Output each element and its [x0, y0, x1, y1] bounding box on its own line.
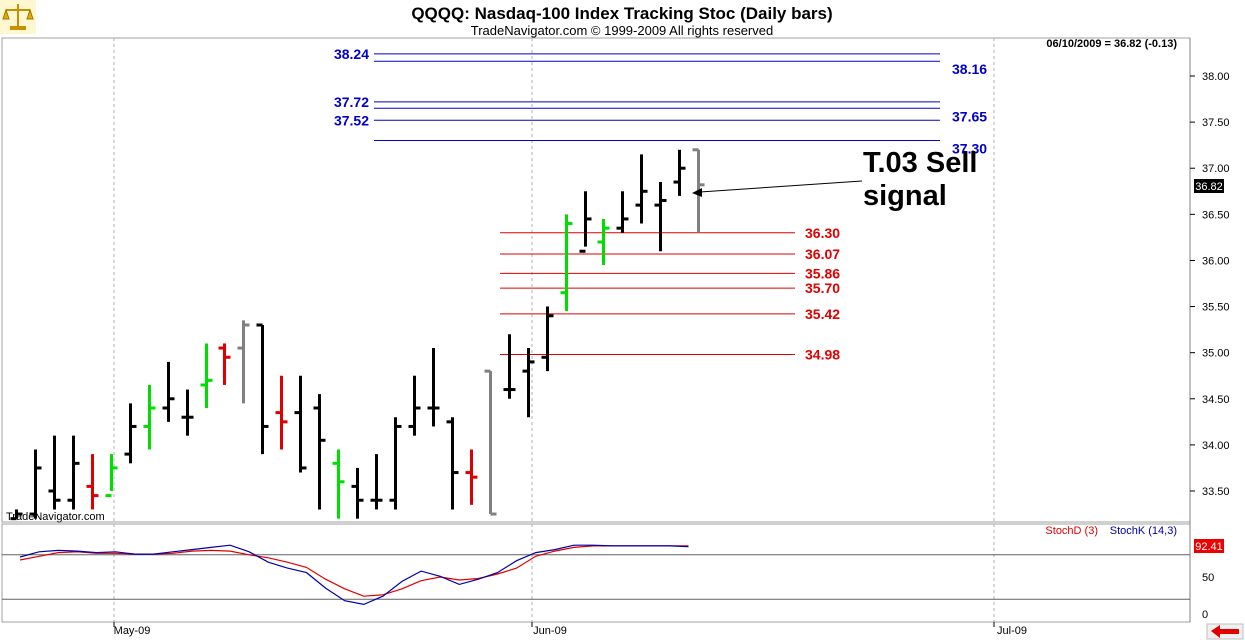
y-tick-label: 37.50: [1202, 117, 1230, 129]
resistance-label: 37.30: [952, 141, 987, 157]
last-price-label: 36.82: [1195, 181, 1223, 193]
ohlc-bar: [294, 375, 307, 473]
ohlc-bar: [256, 323, 269, 455]
ohlc-bar: [86, 454, 99, 510]
ohlc-bar: [408, 375, 421, 436]
stoch-tick-label: 50: [1202, 572, 1214, 584]
ohlc-bar: [503, 334, 516, 399]
legend-stochd: StochD (3): [1045, 525, 1098, 537]
ohlc-bar: [427, 348, 440, 427]
x-tick-label: Jul-09: [997, 625, 1027, 637]
ohlc-bar: [673, 149, 686, 196]
ohlc-bar: [560, 214, 573, 312]
ohlc-bar: [541, 306, 554, 372]
vertical-gridlines: [113, 38, 995, 622]
ohlc-bar: [124, 403, 137, 464]
support-label: 36.30: [805, 225, 840, 241]
copyright-text: TradeNavigator.com © 1999-2009 All right…: [471, 23, 773, 38]
ohlc-bar: [616, 191, 629, 233]
y-tick-label: 37.00: [1202, 163, 1230, 175]
ohlc-bar: [48, 435, 61, 510]
y-tick-label: 35.50: [1202, 302, 1230, 314]
ohlc-bar: [218, 343, 231, 385]
resistance-label: 37.72: [334, 94, 369, 110]
stoch-y-axis: 0 50: [2, 554, 1214, 621]
stoch-panel: [1, 523, 1191, 623]
sell-signal-annotation: T.03 Sell: [863, 147, 977, 179]
support-label: 35.42: [805, 306, 840, 322]
ohlc-bar: [275, 375, 288, 450]
price-y-axis: 33.50 34.00 34.50 35.00 35.50 36.00 36.50 37.00…: [1190, 71, 1230, 498]
ohlc-bar: [332, 449, 345, 519]
resistance-label: 37.52: [334, 112, 369, 128]
last-quote: 06/10/2009 = 36.82 (-0.13): [1046, 38, 1177, 50]
stochk-line: [19, 544, 689, 606]
resistance-label: 38.16: [952, 61, 987, 77]
stoch-tick-label: 0: [1202, 609, 1208, 621]
ohlc-bar: [484, 369, 497, 516]
support-resistance-levels: 38.24 38.16 37.72 37.65 37.52 37.30 36.30 36.07…: [334, 46, 987, 363]
ohlc-bar: [389, 417, 402, 510]
support-label: 34.98: [805, 347, 840, 363]
red-left-arrow-icon[interactable]: [1206, 623, 1244, 640]
annotation-arrow: [699, 180, 863, 193]
stochastic-lines: [19, 544, 689, 606]
watermark: TradeNavigator.com: [6, 511, 105, 523]
resistance-label: 37.65: [952, 108, 987, 124]
ohlc-bar: [10, 509, 23, 521]
price-panel: [1, 37, 1191, 523]
legend-stochk: StochK (14,3): [1110, 525, 1177, 537]
resistance-label: 38.24: [334, 46, 369, 62]
ohlc-bars: [10, 148, 705, 521]
last-price-box: [1194, 179, 1224, 193]
y-tick-label: 38.00: [1202, 71, 1230, 83]
ohlc-bar: [67, 435, 80, 510]
stoch-value-label: 92.41: [1195, 541, 1223, 553]
chart-title: QQQQ: Nasdaq-100 Index Tracking Stoc (Da…: [411, 4, 832, 23]
ohlc-bar: [105, 454, 118, 498]
x-tick-label: May-09: [114, 625, 151, 637]
ohlc-bar: [351, 467, 364, 519]
ohlc-bar: [29, 449, 42, 519]
ohlc-bar: [200, 343, 213, 408]
ohlc-bar: [181, 389, 194, 436]
arrow-head-icon: [692, 188, 702, 197]
ohlc-bar: [237, 320, 250, 404]
y-tick-label: 33.50: [1202, 486, 1230, 498]
support-label: 35.70: [805, 280, 840, 296]
stoch-value-box: [1194, 539, 1224, 553]
ohlc-bar: [597, 218, 610, 266]
ohlc-bar: [313, 394, 326, 510]
sell-signal-annotation-line2: signal: [863, 180, 947, 212]
y-tick-label: 34.00: [1202, 440, 1230, 452]
y-tick-label: 36.00: [1202, 255, 1230, 267]
support-label: 35.86: [805, 265, 840, 281]
ohlc-bar: [579, 191, 592, 253]
scales-logo-icon: [0, 0, 36, 34]
y-tick-label: 34.50: [1202, 394, 1230, 406]
ohlc-bar: [143, 384, 156, 450]
ohlc-bar: [635, 154, 648, 224]
x-tick-label: Jun-09: [533, 625, 567, 637]
ohlc-bar: [370, 454, 383, 510]
x-axis: May-09 Jun-09 Jul-09: [113, 622, 1027, 637]
support-label: 36.07: [805, 246, 840, 262]
ohlc-bar: [465, 449, 478, 505]
y-tick-label: 35.00: [1202, 348, 1230, 360]
ohlc-bar: [446, 417, 459, 510]
ohlc-bar: [162, 361, 175, 422]
ohlc-bar: [654, 182, 667, 252]
y-tick-label: 36.50: [1202, 209, 1230, 221]
ohlc-bar: [522, 348, 535, 418]
